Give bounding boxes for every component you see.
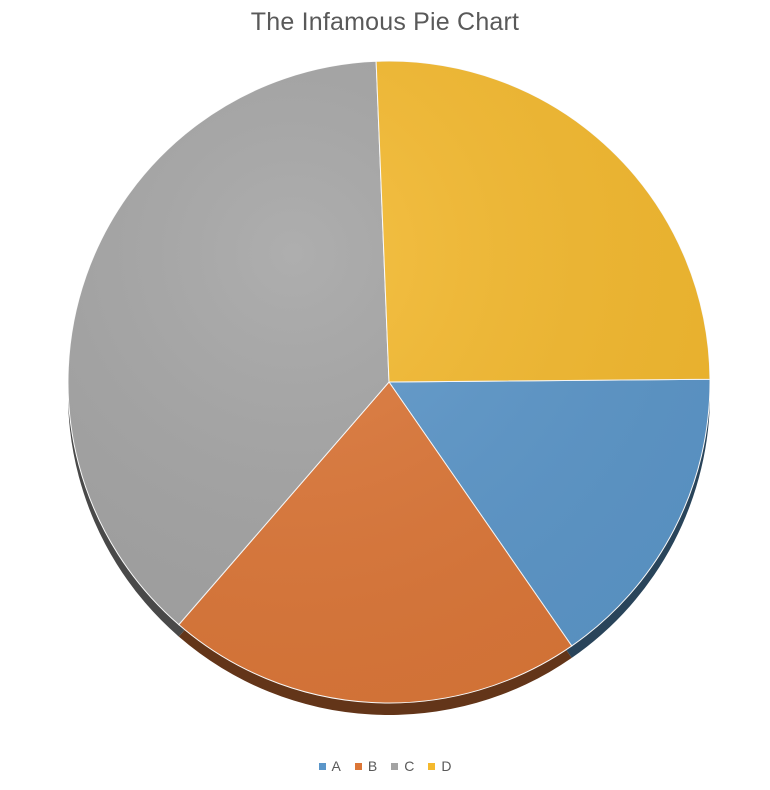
chart-legend: A B C D <box>0 758 770 774</box>
legend-label-d: D <box>441 758 452 774</box>
legend-item-b: B <box>354 758 378 774</box>
pie-slice-d <box>375 60 711 383</box>
legend-item-c: C <box>391 758 414 774</box>
legend-swatch-b <box>354 762 362 770</box>
legend-swatch-d <box>428 762 436 770</box>
legend-label-b: B <box>367 758 378 774</box>
chart-title: The Infamous Pie Chart <box>250 8 520 36</box>
legend-item-a: A <box>318 758 341 774</box>
pie-slices <box>67 60 711 704</box>
legend-label-a: A <box>331 758 341 774</box>
legend-swatch-a <box>318 762 326 770</box>
legend-swatch-c <box>391 762 399 770</box>
legend-item-d: D <box>428 758 451 774</box>
legend-label-c: C <box>404 758 415 774</box>
